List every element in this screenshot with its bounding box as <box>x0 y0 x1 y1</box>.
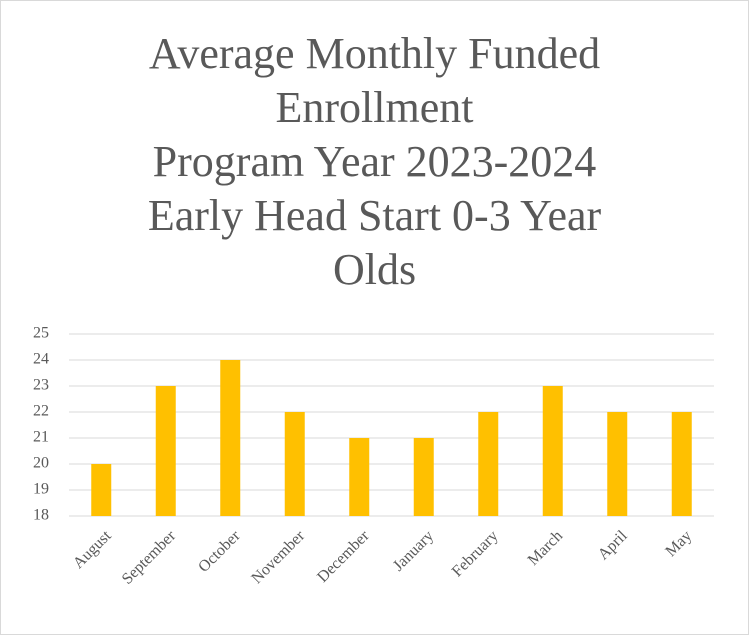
y-tick-label: 19 <box>33 481 49 498</box>
x-tick-label: April <box>595 527 631 563</box>
bar <box>284 412 305 516</box>
x-tick-label: September <box>119 527 180 588</box>
y-tick-label: 23 <box>33 377 49 394</box>
bar <box>349 438 370 516</box>
x-tick-label: May <box>662 527 695 560</box>
bar <box>413 438 434 516</box>
bar <box>671 412 692 516</box>
bar <box>91 464 112 516</box>
y-tick-label: 22 <box>33 403 49 420</box>
bar <box>220 360 241 516</box>
x-tick-label: October <box>195 527 244 576</box>
bar <box>607 412 628 516</box>
bar <box>155 386 176 516</box>
y-tick-label: 20 <box>33 455 49 472</box>
x-tick-label: December <box>314 527 373 586</box>
x-tick-label: August <box>70 527 115 572</box>
y-tick-label: 21 <box>33 429 49 446</box>
y-tick-label: 24 <box>33 351 49 368</box>
x-tick-label: November <box>248 527 308 587</box>
bar <box>542 386 563 516</box>
x-tick-label: January <box>390 527 437 574</box>
y-tick-label: 18 <box>33 507 49 524</box>
x-tick-label: February <box>449 527 502 580</box>
chart-title: Average Monthly Funded Enrollment Progra… <box>147 29 602 294</box>
bar <box>478 412 499 516</box>
y-tick-label: 25 <box>33 325 49 342</box>
x-tick-label: March <box>525 527 567 569</box>
